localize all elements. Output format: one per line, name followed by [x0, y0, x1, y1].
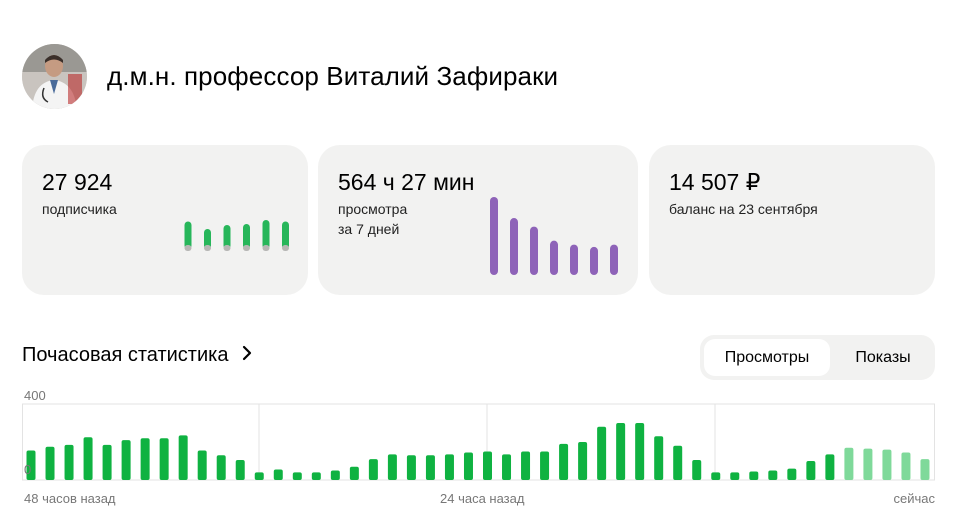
y-tick-max: 400 — [24, 388, 46, 403]
hourly-bar — [463, 452, 473, 480]
hourly-bar — [692, 460, 702, 480]
metric-toggle: Просмотры Показы — [700, 335, 935, 380]
hourly-bar — [197, 450, 207, 480]
hourly-chart: 400 0 48 часов назад 24 часа назад сейча… — [22, 386, 935, 511]
views-label: просмотра за 7 дней — [338, 199, 407, 239]
subscribers-bar — [204, 229, 211, 249]
toggle-impressions[interactable]: Показы — [855, 349, 911, 366]
views-sparkline — [490, 197, 618, 275]
views-total: 564 ч 27 мин — [338, 169, 475, 195]
hourly-bar — [425, 455, 435, 480]
hourly-bar — [521, 451, 531, 480]
channel-title: д.м.н. профессор Виталий Зафираки — [107, 61, 559, 91]
hourly-bar — [64, 444, 74, 480]
views-label-line2: за 7 дней — [338, 221, 400, 237]
hourly-bar — [578, 442, 588, 480]
views-bar — [530, 226, 538, 275]
subscribers-bar — [262, 220, 270, 249]
views-label-line1: просмотра — [338, 201, 408, 217]
y-tick-min: 0 — [24, 462, 32, 477]
hourly-bar — [178, 435, 188, 480]
x-label-start: 48 часов назад — [24, 491, 116, 506]
hourly-bar — [882, 449, 892, 480]
hourly-bar — [387, 454, 397, 480]
balance-value: 14 507 ₽ — [669, 169, 761, 195]
subscribers-label: подписчика — [42, 201, 117, 217]
hourly-bar — [311, 472, 321, 480]
subscribers-bar — [184, 221, 192, 249]
views-bar — [550, 240, 558, 275]
hourly-bar — [825, 454, 835, 480]
subscribers-card[interactable]: 27 924 подписчика — [22, 145, 308, 295]
channel-header: д.м.н. профессор Виталий Зафираки — [22, 44, 558, 109]
balance-label: баланс на 23 сентября — [669, 201, 818, 217]
x-label-mid: 24 часа назад — [440, 491, 525, 506]
toggle-views[interactable]: Просмотры — [704, 339, 830, 376]
views-bar — [490, 197, 498, 275]
subscribers-sparkline — [184, 220, 289, 251]
hourly-bar — [540, 451, 550, 480]
hourly-bar — [121, 440, 131, 480]
hourly-bar — [654, 436, 664, 480]
hourly-bar — [806, 461, 816, 480]
subscribers-bar-base — [184, 245, 192, 251]
hourly-bar — [730, 472, 740, 480]
avatar[interactable] — [22, 44, 87, 109]
chevron-right-icon — [242, 344, 252, 367]
hourly-bar — [406, 455, 416, 480]
subscribers-bar-base — [282, 245, 289, 251]
subscribers-bar-base — [262, 245, 270, 251]
hourly-bar — [444, 454, 454, 480]
x-label-end: сейчас — [893, 491, 936, 506]
subscribers-bar — [282, 221, 289, 249]
hourly-chart-svg — [22, 403, 935, 481]
hourly-bar — [711, 472, 721, 480]
views-card[interactable]: 564 ч 27 мин просмотра за 7 дней — [318, 145, 638, 295]
subscribers-bar-base — [243, 245, 250, 251]
subscribers-bar — [243, 224, 250, 249]
subscribers-count: 27 924 — [42, 169, 113, 195]
views-bar — [570, 244, 578, 275]
hourly-bar — [26, 450, 36, 480]
hourly-bar — [292, 472, 302, 480]
balance-card[interactable]: 14 507 ₽ баланс на 23 сентября — [649, 145, 935, 295]
hourly-bar — [349, 466, 359, 480]
hourly-bar — [330, 470, 340, 480]
hourly-bar — [863, 448, 873, 480]
hourly-bar — [502, 454, 512, 480]
hourly-bar — [749, 471, 759, 480]
hourly-bar — [901, 452, 911, 480]
hourly-bar — [616, 423, 626, 480]
hourly-bar — [83, 437, 93, 480]
subscribers-bar-base — [223, 245, 231, 251]
hourly-bar — [102, 444, 112, 480]
views-bar — [610, 244, 618, 275]
hourly-bar — [768, 470, 778, 480]
hourly-bar — [844, 447, 854, 480]
hourly-bar — [597, 426, 607, 480]
subscribers-bar — [223, 225, 231, 249]
views-bar — [590, 246, 598, 275]
hourly-bar — [787, 468, 797, 480]
hourly-bar — [483, 451, 492, 480]
hourly-bar — [254, 472, 264, 480]
hourly-bar — [159, 438, 169, 480]
hourly-bar — [235, 460, 245, 480]
hourly-bar — [635, 423, 645, 480]
hourly-stats-link[interactable]: Почасовая статистика — [22, 344, 252, 367]
subscribers-bar-base — [204, 245, 211, 251]
views-bar — [510, 218, 518, 275]
hourly-bar — [140, 438, 150, 480]
avatar-photo — [22, 44, 87, 109]
hourly-bar — [920, 459, 930, 480]
hourly-stats-title: Почасовая статистика — [22, 344, 229, 366]
hourly-bar — [273, 469, 283, 480]
hourly-bar — [368, 459, 378, 480]
hourly-bar — [216, 455, 226, 480]
hourly-bar — [673, 445, 683, 480]
hourly-bar — [45, 446, 55, 480]
hourly-bar — [559, 443, 569, 480]
